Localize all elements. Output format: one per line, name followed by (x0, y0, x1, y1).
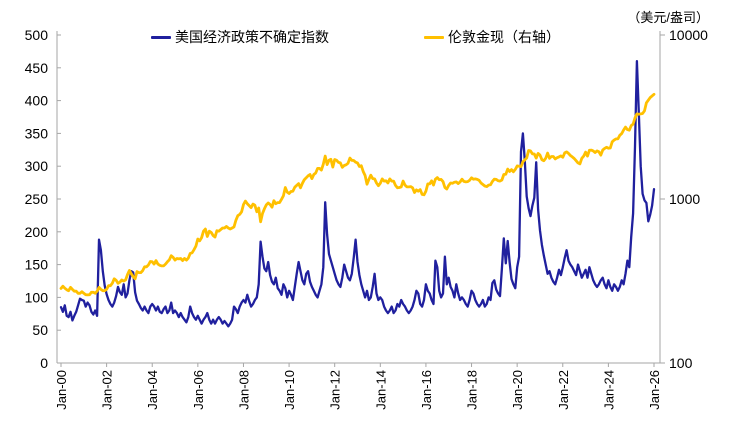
x-tick-label: Jan-12 (328, 370, 343, 410)
left-tick-label: 400 (25, 93, 49, 109)
x-tick-label: Jan-04 (145, 370, 160, 410)
x-tick-label: Jan-20 (510, 370, 525, 410)
left-tick-label: 450 (25, 60, 49, 76)
axes (56, 31, 661, 364)
x-tick-label: Jan-14 (373, 370, 388, 410)
left-tick-label: 350 (25, 125, 49, 141)
x-tick-label: Jan-22 (556, 370, 571, 410)
x-tick-label: Jan-24 (601, 370, 616, 410)
x-axis-ticks: Jan-00 Jan-02 Jan-04 Jan-06 Jan-08 Jan-10 Jan-… (54, 363, 662, 410)
left-axis-ticks: 0 50 100 150 200 250 300 350 400 450 500 (25, 27, 61, 371)
left-tick-label: 150 (25, 257, 49, 273)
right-tick-label: 100 (669, 355, 693, 371)
left-tick-label: 200 (25, 224, 49, 240)
left-tick-label: 300 (25, 158, 49, 174)
x-tick-label: Jan-26 (647, 370, 662, 410)
x-tick-label: Jan-06 (191, 370, 206, 410)
left-tick-label: 0 (40, 355, 48, 371)
left-tick-label: 50 (32, 322, 48, 338)
right-axis-ticks: 100 1000 10000 (660, 27, 708, 371)
left-tick-label: 500 (25, 27, 49, 43)
x-tick-label: Jan-16 (419, 370, 434, 410)
left-tick-label: 250 (25, 191, 49, 207)
x-tick-label: Jan-10 (282, 370, 297, 410)
x-tick-label: Jan-02 (100, 370, 115, 410)
left-tick-label: 100 (25, 289, 49, 305)
gold-price-line (59, 92, 656, 297)
right-tick-label: 1000 (669, 191, 700, 207)
right-tick-label: 10000 (669, 27, 708, 43)
epu-index-line (59, 60, 656, 328)
right-axis-unit-label: （美元/盎司） (627, 10, 709, 25)
x-tick-label: Jan-18 (465, 370, 480, 410)
x-tick-label: Jan-00 (54, 370, 69, 410)
x-tick-label: Jan-08 (236, 370, 251, 410)
